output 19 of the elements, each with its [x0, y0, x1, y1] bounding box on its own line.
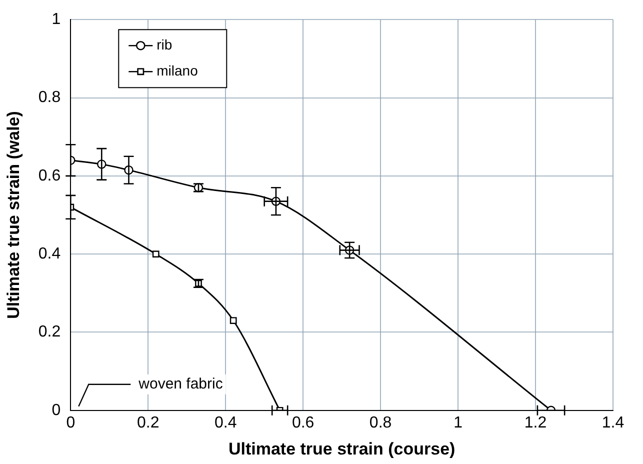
annotation: woven fabric [138, 376, 224, 393]
x-tick-label: 0.2 [136, 414, 160, 432]
x-tick-label: 1 [454, 414, 463, 432]
x-tick-label: 0.6 [292, 414, 314, 432]
y-tick-label: 0.4 [38, 245, 61, 262]
y-axis-title: Ultimate true strain (wale) [4, 111, 23, 319]
y-tick-label: 0.6 [38, 167, 61, 184]
legend-label: rib [156, 36, 172, 52]
x-tick-label: 0.8 [369, 414, 392, 432]
y-tick-label: 0.2 [38, 324, 61, 341]
y-tick-label: 0 [52, 402, 61, 419]
x-axis-title: Ultimate true strain (course) [228, 439, 456, 458]
x-tick-label: 0 [66, 414, 76, 432]
legend-label: milano [156, 62, 198, 78]
x-tick-label: 1.4 [602, 414, 624, 432]
y-tick-label: 0.8 [38, 89, 61, 106]
y-tick-label: 1 [52, 11, 61, 28]
x-tick-label: 1.2 [524, 414, 547, 432]
x-tick-label: 0.4 [214, 414, 237, 432]
